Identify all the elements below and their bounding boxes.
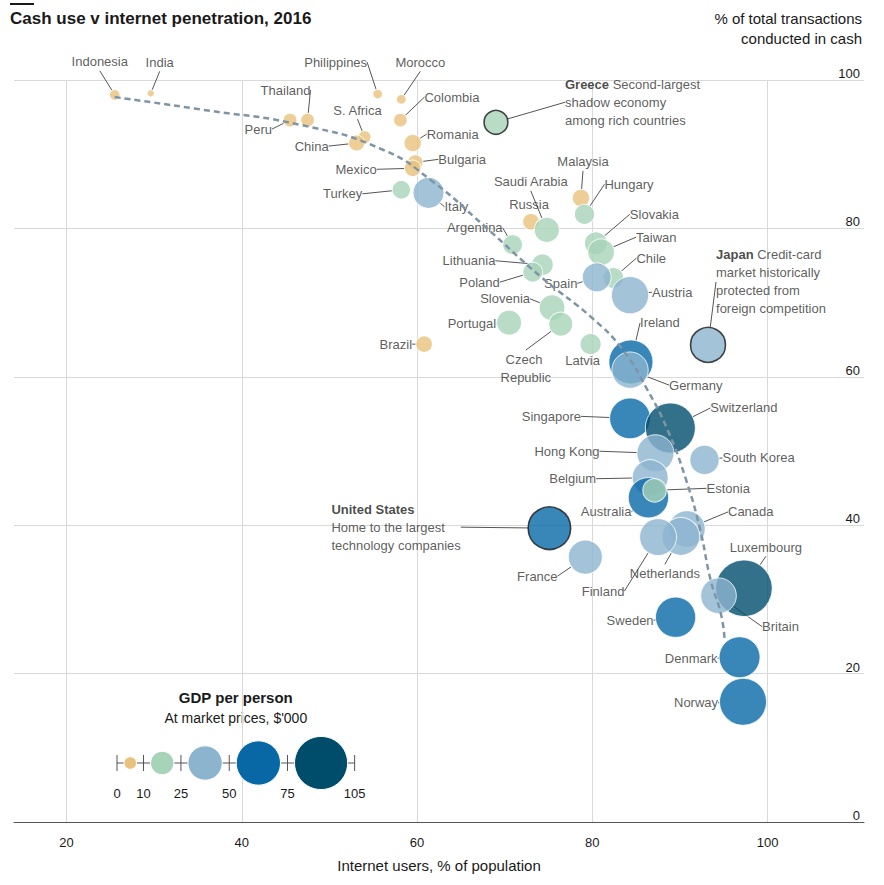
svg-text:Saudi Arabia: Saudi Arabia xyxy=(494,174,568,189)
svg-text:Portugal: Portugal xyxy=(448,316,497,331)
svg-text:protected from: protected from xyxy=(716,283,800,298)
svg-text:Home to the largest: Home to the largest xyxy=(331,520,445,535)
svg-text:Finland: Finland xyxy=(582,584,625,599)
svg-text:Colombia: Colombia xyxy=(424,90,480,105)
svg-text:Thailand: Thailand xyxy=(261,83,311,98)
svg-text:Indonesia: Indonesia xyxy=(72,54,129,69)
svg-text:Republic: Republic xyxy=(501,370,552,385)
svg-text:Second-largest: Second-largest xyxy=(609,77,700,92)
svg-text:United States: United States xyxy=(331,502,414,517)
svg-text:Argentina: Argentina xyxy=(447,220,503,235)
svg-text:10: 10 xyxy=(136,786,150,801)
svg-text:South Korea: South Korea xyxy=(723,450,796,465)
svg-text:Poland: Poland xyxy=(459,275,499,290)
svg-text:Slovakia: Slovakia xyxy=(630,207,680,222)
svg-text:Mexico: Mexico xyxy=(336,162,377,177)
svg-text:conducted in cash: conducted in cash xyxy=(741,30,862,47)
svg-text:Switzerland: Switzerland xyxy=(710,400,777,415)
svg-text:Luxembourg: Luxembourg xyxy=(730,540,802,555)
svg-text:Britain: Britain xyxy=(762,619,799,634)
svg-text:Taiwan: Taiwan xyxy=(636,230,676,245)
svg-text:Italy: Italy xyxy=(444,199,469,215)
svg-text:At market prices, $'000: At market prices, $'000 xyxy=(164,710,307,726)
svg-text:Cash use v internet penetratio: Cash use v internet penetration, 2016 xyxy=(10,9,311,28)
svg-text:Internet users, % of populatio: Internet users, % of population xyxy=(337,857,540,874)
svg-text:50: 50 xyxy=(222,786,236,801)
svg-text:Peru: Peru xyxy=(245,122,272,137)
svg-text:Ireland: Ireland xyxy=(640,315,680,330)
svg-text:0: 0 xyxy=(113,786,120,801)
svg-text:60: 60 xyxy=(846,363,860,378)
svg-text:Canada: Canada xyxy=(728,504,774,519)
svg-text:Hong Kong: Hong Kong xyxy=(534,444,599,459)
svg-text:Malaysia: Malaysia xyxy=(557,154,609,169)
svg-text:Denmark: Denmark xyxy=(665,651,718,666)
svg-text:Bulgaria: Bulgaria xyxy=(438,152,486,167)
svg-text:Latvia: Latvia xyxy=(565,353,600,368)
svg-text:technology companies: technology companies xyxy=(331,538,461,553)
svg-text:Germany: Germany xyxy=(669,378,723,393)
svg-text:100: 100 xyxy=(838,66,860,81)
svg-text:Austria: Austria xyxy=(652,285,693,300)
svg-text:Sweden: Sweden xyxy=(607,613,654,628)
svg-text:20: 20 xyxy=(59,835,73,850)
svg-text:Chile: Chile xyxy=(636,251,666,266)
svg-text:France: France xyxy=(517,569,557,584)
svg-text:Lithuania: Lithuania xyxy=(443,253,497,268)
svg-text:60: 60 xyxy=(410,835,424,850)
svg-text:Turkey: Turkey xyxy=(323,186,363,201)
svg-text:75: 75 xyxy=(280,786,294,801)
svg-text:Japan: Japan xyxy=(716,247,754,262)
svg-text:India: India xyxy=(146,55,175,70)
svg-text:20: 20 xyxy=(846,660,860,675)
svg-text:40: 40 xyxy=(846,511,860,526)
svg-text:GDP per person: GDP per person xyxy=(179,689,293,706)
svg-text:Philippines: Philippines xyxy=(304,55,367,70)
svg-text:% of total transactions: % of total transactions xyxy=(714,10,862,27)
svg-text:Romania: Romania xyxy=(427,127,480,142)
svg-text:market historically: market historically xyxy=(716,265,821,280)
svg-text:Belgium: Belgium xyxy=(549,471,596,486)
svg-text:Netherlands: Netherlands xyxy=(630,566,701,581)
svg-text:foreign competition: foreign competition xyxy=(716,301,826,316)
svg-text:Credit-card: Credit-card xyxy=(754,247,822,262)
svg-text:S. Africa: S. Africa xyxy=(333,103,382,118)
svg-text:Singapore: Singapore xyxy=(522,409,581,424)
svg-text:40: 40 xyxy=(235,835,249,850)
svg-text:Australia: Australia xyxy=(581,504,632,519)
svg-text:shadow economy: shadow economy xyxy=(565,95,667,110)
svg-text:25: 25 xyxy=(174,786,188,801)
svg-text:80: 80 xyxy=(585,835,599,850)
svg-text:Greece: Greece xyxy=(565,77,609,92)
svg-text:Morocco: Morocco xyxy=(395,55,445,70)
svg-text:Czech: Czech xyxy=(506,352,546,367)
svg-text:Estonia: Estonia xyxy=(707,481,751,496)
svg-text:Norway: Norway xyxy=(674,695,719,710)
svg-text:100: 100 xyxy=(757,835,779,850)
svg-text:80: 80 xyxy=(846,214,860,229)
svg-text:Slovenia: Slovenia xyxy=(480,291,531,306)
svg-text:among rich countries: among rich countries xyxy=(565,113,686,128)
svg-text:Brazil: Brazil xyxy=(380,337,413,352)
svg-text:Spain: Spain xyxy=(544,276,577,291)
svg-text:105: 105 xyxy=(344,786,366,801)
svg-text:0: 0 xyxy=(853,808,860,823)
svg-text:China: China xyxy=(295,139,330,154)
svg-text:Russia: Russia xyxy=(509,197,550,212)
svg-text:Hungary: Hungary xyxy=(604,177,654,192)
